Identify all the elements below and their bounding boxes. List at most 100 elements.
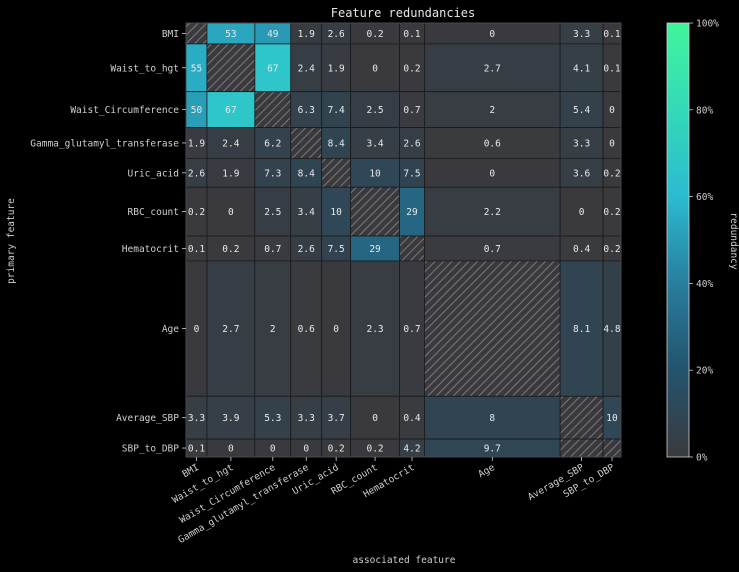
heatmap-cell-hatched [254,91,292,128]
y-tick-label: RBC_count [128,207,179,218]
colorbar-tick-label: 0% [696,453,708,464]
heatmap-cell-label: 2.6 [188,168,205,179]
heatmap-cell-label: 2.7 [484,63,501,74]
heatmap-cell-label: 1.9 [328,63,345,74]
heatmap-cell-label: 0.2 [222,244,239,255]
heatmap-cell-label: 0.2 [366,444,383,455]
heatmap-cell-label: 2.3 [366,324,383,335]
heatmap-cell [254,186,292,237]
heatmap-cell-label: 0.6 [484,138,501,149]
heatmap-cell-hatched [206,43,256,93]
heatmap-cell [321,395,352,440]
heatmap-cell-label: 1.9 [298,29,315,40]
heatmap-cell-label: 6.2 [264,138,281,149]
heatmap-cell-label: 2 [270,324,276,335]
heatmap-cell-hatched [290,127,323,159]
colorbar-tick-label: 60% [696,192,713,203]
heatmap-cell-label: 0 [579,207,585,218]
heatmap-cell-label: 3.3 [298,413,315,424]
heatmap-cell-label: 55 [191,63,202,74]
heatmap-cell-label: 7.5 [403,168,420,179]
heatmap-cell [399,260,425,397]
heatmap-cell-hatched [559,438,604,458]
heatmap-cell-label: 7.5 [328,244,345,255]
heatmap-cell [424,235,561,262]
heatmap-cell-label: 9.7 [484,444,501,455]
heatmap-cell-label: 6.3 [298,105,315,116]
heatmap-cell-label: 2.6 [403,138,420,149]
heatmap-cell-label: 2.4 [298,63,315,74]
heatmap-cell-label: 1.9 [188,138,205,149]
heatmap-cell [290,395,323,440]
heatmap-cell-label: 2.7 [222,324,239,335]
heatmap-cell-label: 3.6 [573,168,590,179]
heatmap-cell-label: 3.7 [328,413,345,424]
heatmap-cell-label: 2.4 [222,138,239,149]
heatmap-cell [321,235,352,262]
heatmap-cell [254,260,292,397]
heatmap-cell-label: 0.2 [328,444,345,455]
heatmap-cell [321,127,352,159]
heatmap-cell-label: 0.1 [188,444,205,455]
heatmap-cell-label: 3.9 [222,413,239,424]
x-tick-label: BMI [181,462,201,480]
heatmap-cell-label: 0.2 [366,29,383,40]
heatmap-cell-label: 0 [228,207,234,218]
heatmap-cell-label: 3.4 [366,138,383,149]
heatmap-cell [350,395,400,440]
heatmap-cell [254,395,292,440]
heatmap-cell-label: 2.2 [484,207,501,218]
heatmap-cell-label: 3.3 [188,413,205,424]
heatmap-cell [321,43,352,93]
heatmap-cell [350,157,400,188]
chart-title: Feature redundancies [331,6,476,20]
heatmap-cell-label: 0.1 [603,63,620,74]
heatmap-cell-label: 0.1 [603,29,620,40]
heatmap-cell-label: 0 [194,324,200,335]
colorbar-tick-label: 100% [696,19,719,30]
heatmap-cell-label: 53 [225,29,236,40]
colorbar-tick-label: 40% [696,279,713,290]
y-tick-label: Uric_acid [128,168,179,179]
heatmap-cell-hatched [399,235,425,262]
heatmap-cell-label: 0.6 [298,324,315,335]
heatmap-cell [206,186,256,237]
heatmap-cell-label: 50 [191,105,203,116]
heatmap-cell [559,91,604,128]
heatmap-cell-label: 4.1 [573,63,590,74]
heatmap-cell [290,91,323,128]
heatmap-cell-hatched [424,260,561,397]
y-tick-label: Gamma_glutamyl_transferase [30,138,179,149]
heatmap-cell-label: 0.2 [603,244,620,255]
heatmap-cell-label: 10 [369,168,381,179]
heatmap-cell [424,43,561,93]
y-tick-label: BMI [162,29,179,40]
heatmap-cell-label: 0.2 [403,63,420,74]
heatmap-cell-label: 4.2 [403,444,420,455]
heatmap-cell-label: 0.2 [188,207,205,218]
heatmap-cell [399,91,425,128]
y-tick-labels: BMI Waist_to_hgt Waist_Circumference Gamma_… [30,29,186,455]
heatmap-cell [559,127,604,159]
heatmap-cell-label: 8.4 [328,138,345,149]
heatmap-cells [185,22,622,458]
heatmap-cell-label: 8 [489,413,495,424]
heatmap-cell-label: 2.5 [264,207,281,218]
heatmap-cell [559,235,604,262]
heatmap-cell [206,260,256,397]
colorbar-ticks: 0% 20% 40% 60% 80% 100% [689,19,719,464]
y-axis-label: primary feature [6,198,17,284]
heatmap-cell [424,395,561,440]
y-tick-label: Age [162,324,179,335]
heatmap-cell-label: 0.7 [403,105,420,116]
heatmap-cell-label: 8.1 [573,324,590,335]
heatmap-cell-label: 5.4 [573,105,590,116]
heatmap-cell [206,235,256,262]
colorbar: 0% 20% 40% 60% 80% 100% redundancy [666,19,739,464]
heatmap-cell-label: 2.6 [328,29,345,40]
heatmap-cell-label: 49 [267,29,279,40]
heatmap-cell-label: 0 [609,105,615,116]
heatmap-cell [424,186,561,237]
heatmap-cell [290,260,323,397]
y-tick-label: Waist_Circumference [70,105,179,116]
